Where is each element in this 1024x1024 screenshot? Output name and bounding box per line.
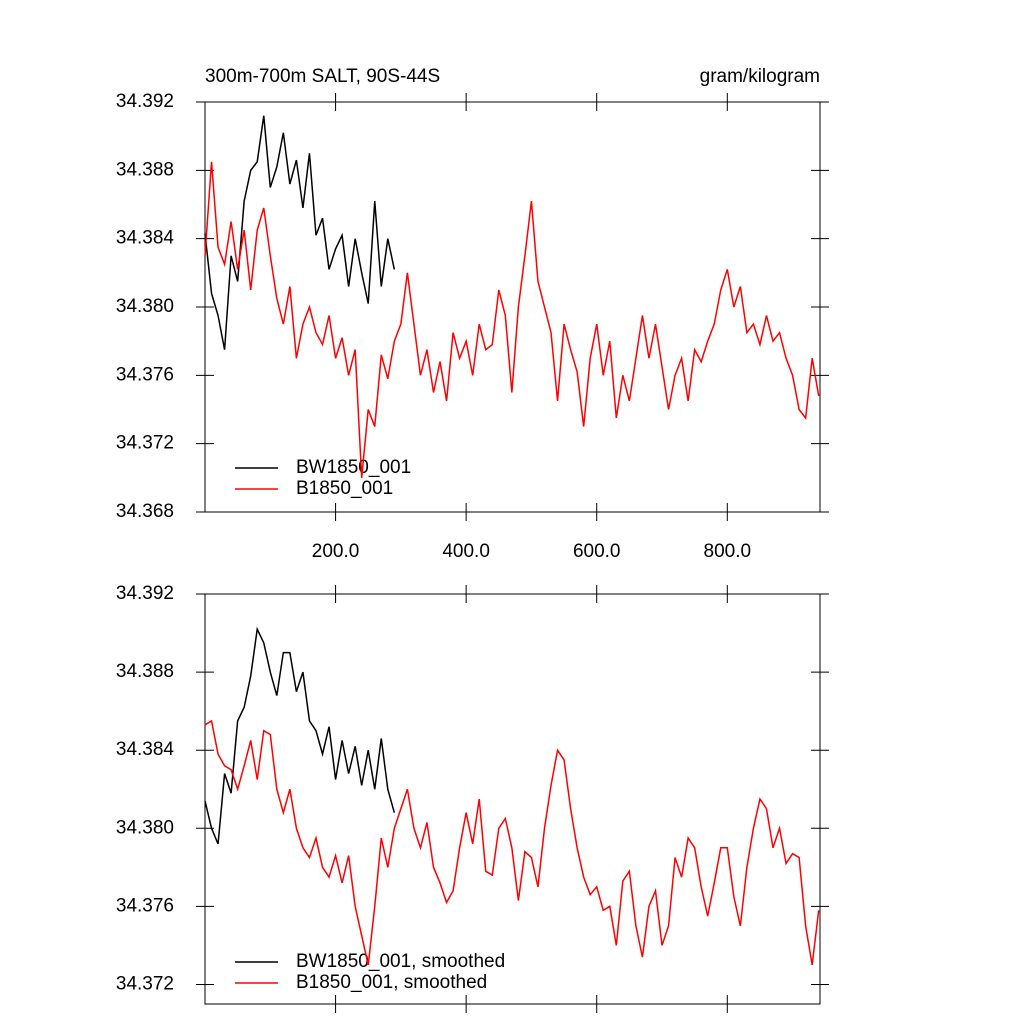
y-tick-label: 34.392 — [116, 91, 174, 112]
x-tick-label: 400.0 — [442, 541, 490, 562]
y-tick-label: 34.376 — [116, 895, 174, 916]
data-line — [204, 115, 396, 350]
x-tick-label: 800.0 — [704, 541, 752, 562]
y-tick-label: 34.368 — [116, 501, 174, 522]
legend-label: B1850_001, smoothed — [296, 972, 487, 993]
y-tick-label: 34.372 — [116, 433, 174, 454]
y-tick-label: 34.392 — [116, 583, 174, 604]
y-tick-label: 34.376 — [116, 364, 174, 385]
legend-label: BW1850_001 — [296, 457, 411, 478]
legend-label: B1850_001 — [296, 478, 393, 499]
y-tick-label: 34.384 — [116, 228, 175, 249]
y-tick-label: 34.388 — [116, 661, 174, 682]
chart-title: 300m-700m SALT, 90S-44S — [205, 66, 440, 87]
data-line — [204, 626, 396, 845]
data-line — [204, 161, 820, 478]
y-tick-label: 34.388 — [116, 159, 174, 180]
x-tick-label: 200.0 — [312, 541, 360, 562]
y-tick-label: 34.384 — [116, 739, 175, 760]
y-tick-label: 34.372 — [116, 973, 174, 994]
data-line — [204, 719, 820, 966]
y-tick-label: 34.380 — [116, 817, 174, 838]
plot-frame — [204, 593, 821, 1005]
y-tick-label: 34.380 — [116, 296, 174, 317]
units-label: gram/kilogram — [700, 66, 820, 87]
x-tick-label: 600.0 — [573, 541, 621, 562]
legend-label: BW1850_001, smoothed — [296, 951, 505, 972]
